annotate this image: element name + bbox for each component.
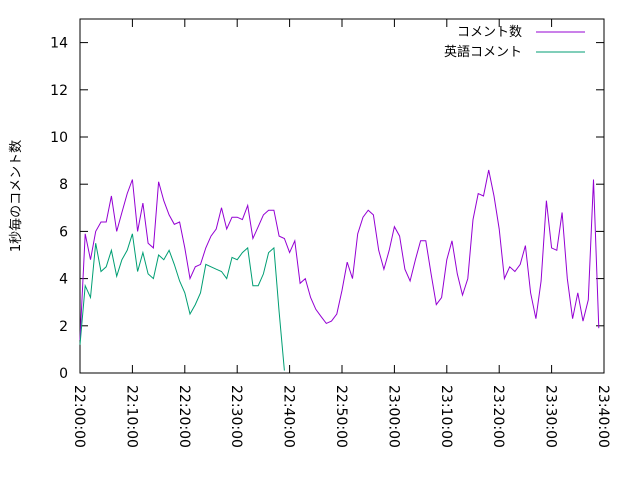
y-tick-label: 2 xyxy=(59,319,68,335)
y-tick-label: 10 xyxy=(50,130,68,146)
x-tick-label: 22:40:00 xyxy=(281,385,297,448)
x-tick-label: 22:20:00 xyxy=(176,385,192,448)
legend-label-english-comments: 英語コメント xyxy=(444,44,522,60)
x-tick-label: 23:10:00 xyxy=(438,385,454,448)
y-tick-label: 14 xyxy=(50,36,68,52)
y-tick-label: 6 xyxy=(59,224,68,240)
x-axis: 22:00:00 22:10:00 22:20:00 22:30:00 22:40:00… xyxy=(71,19,611,448)
y-tick-label: 8 xyxy=(59,177,68,193)
y-axis: 0 2 4 6 8 10 12 14 xyxy=(50,36,604,382)
x-tick-label: 23:30:00 xyxy=(543,385,559,448)
x-tick-label: 22:50:00 xyxy=(333,385,349,448)
legend-label-comment-count: コメント数 xyxy=(457,25,522,40)
series-layer xyxy=(79,169,600,371)
series-line-english-comments xyxy=(79,233,285,371)
x-tick-label: 22:10:00 xyxy=(123,385,139,448)
series-line-comment-count xyxy=(79,169,600,341)
x-tick-label: 22:00:00 xyxy=(71,385,87,448)
x-tick-label: 22:30:00 xyxy=(228,385,244,448)
y-tick-label: 12 xyxy=(50,83,68,99)
plot-border xyxy=(79,18,605,374)
y-axis-label: 1秒毎のコメント数 xyxy=(8,140,24,252)
x-tick-label: 23:20:00 xyxy=(490,385,506,448)
y-tick-label: 0 xyxy=(59,366,68,382)
x-tick-label: 23:00:00 xyxy=(385,385,401,448)
legend: コメント数 英語コメント xyxy=(444,25,585,60)
y-tick-label: 4 xyxy=(59,272,68,288)
x-tick-label: 23:40:00 xyxy=(595,385,611,448)
